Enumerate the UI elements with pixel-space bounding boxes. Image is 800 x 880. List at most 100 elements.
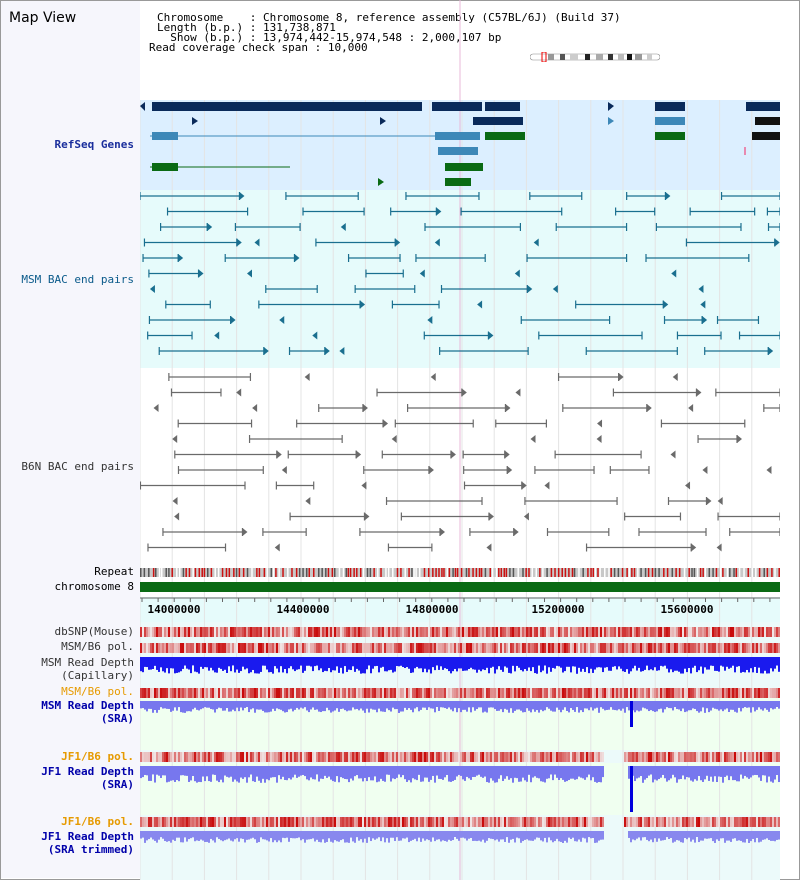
depth-bar — [712, 766, 714, 782]
gene-model[interactable] — [485, 102, 520, 111]
heat-cell — [688, 643, 690, 653]
gene-model[interactable] — [152, 163, 178, 171]
depth-bar — [578, 701, 580, 713]
heat-cell — [596, 643, 598, 653]
heat-cell — [674, 627, 676, 637]
depth-bar — [594, 657, 596, 670]
jf1-b6-pol-track[interactable] — [140, 752, 780, 762]
heat-cell — [312, 752, 314, 762]
track-label-jf1-b6-pol[interactable]: JF1/B6 pol. — [61, 750, 134, 763]
heat-cell — [320, 627, 322, 637]
heat-cell — [292, 752, 294, 762]
genome-track-canvas[interactable]: 14000000 14400000 14800000 15200000 1560… — [140, 0, 780, 880]
heat-cell — [574, 627, 576, 637]
heat-cell — [536, 817, 538, 827]
track-label-msm-b6-pol-sra[interactable]: MSM/B6 pol. — [61, 685, 134, 698]
gene-model[interactable] — [435, 132, 480, 140]
gene-model[interactable] — [746, 102, 780, 111]
heat-cell — [602, 817, 604, 827]
heat-cell — [334, 627, 336, 637]
depth-bar — [362, 657, 364, 674]
heat-cell — [452, 643, 454, 653]
gene-model[interactable] — [445, 163, 483, 171]
msm-b6-pol-track[interactable] — [140, 643, 780, 653]
depth-bar — [206, 657, 208, 668]
chromosome-bar[interactable] — [140, 582, 780, 592]
repeat-track[interactable] — [140, 568, 780, 577]
depth-bar — [260, 701, 262, 710]
heat-cell — [516, 627, 518, 637]
gene-model[interactable] — [655, 102, 685, 111]
heat-cell — [256, 627, 258, 637]
depth-bar — [360, 657, 362, 674]
heat-cell — [492, 817, 494, 827]
gene-model[interactable] — [152, 102, 422, 111]
gene-model[interactable] — [655, 132, 685, 140]
refseq-genes-track[interactable] — [140, 102, 780, 186]
depth-bar — [414, 701, 416, 709]
track-label-repeat[interactable]: Repeat — [94, 565, 134, 578]
track-label-msm-bac[interactable]: MSM BAC end pairs — [21, 273, 134, 286]
heat-cell — [488, 752, 490, 762]
msm-sra-depth-track[interactable] — [140, 701, 780, 727]
depth-bar — [708, 831, 710, 839]
depth-bar — [644, 701, 646, 709]
gene-model[interactable] — [752, 132, 780, 140]
heat-cell — [178, 688, 180, 698]
depth-bar — [382, 701, 384, 712]
gene-model[interactable] — [485, 132, 525, 140]
track-label-jf1-depth-trimmed[interactable]: JF1 Read Depth — [41, 830, 134, 843]
heat-cell — [198, 688, 200, 698]
heat-cell — [184, 817, 186, 827]
track-label-dbsnp[interactable]: dbSNP(Mouse) — [54, 625, 134, 638]
msm-b6-pol-sra-track[interactable] — [140, 688, 780, 698]
heat-cell — [200, 627, 202, 637]
jf1-sra-depth-track[interactable] — [140, 766, 780, 812]
track-label-b6n-bac[interactable]: B6N BAC end pairs — [21, 460, 134, 473]
depth-bar — [282, 831, 284, 838]
chromosome-ideogram[interactable] — [530, 52, 660, 62]
depth-bar — [448, 657, 450, 672]
jf1-trimmed-depth-track[interactable] — [140, 831, 780, 843]
repeat-element — [743, 568, 745, 577]
track-label-msm-b6-pol[interactable]: MSM/B6 pol. — [61, 640, 134, 653]
gene-model[interactable] — [445, 178, 471, 186]
msm-bac-end-pairs-track[interactable] — [140, 192, 780, 355]
track-label-msm-depth-sra[interactable]: MSM Read Depth — [41, 699, 134, 712]
gene-model[interactable] — [473, 117, 523, 125]
heat-cell — [290, 752, 292, 762]
msm-capillary-depth-track[interactable] — [140, 657, 780, 674]
depth-bar — [740, 657, 742, 673]
gene-model[interactable] — [744, 147, 746, 155]
bac-end-arrow-icon — [488, 512, 494, 521]
repeat-element — [699, 568, 702, 577]
heat-cell — [316, 688, 318, 698]
depth-bar — [174, 657, 176, 674]
heat-cell — [406, 752, 408, 762]
heat-cell — [566, 752, 568, 762]
gene-model[interactable] — [432, 102, 482, 111]
gene-model[interactable] — [655, 117, 685, 125]
gene-model[interactable] — [438, 147, 478, 155]
jf1-b6-pol-trimmed-track[interactable] — [140, 817, 780, 827]
depth-bar — [508, 831, 510, 843]
heat-cell — [750, 688, 752, 698]
depth-bar — [488, 831, 490, 839]
track-label-jf1-b6-pol-trimmed[interactable]: JF1/B6 pol. — [61, 815, 134, 828]
track-label-refseq[interactable]: RefSeq Genes — [54, 138, 134, 151]
depth-bar — [560, 831, 562, 842]
b6n-bac-end-pairs-track[interactable] — [140, 373, 780, 552]
heat-cell — [662, 688, 664, 698]
track-label-jf1-depth-sra[interactable]: JF1 Read Depth — [41, 765, 134, 778]
heat-cell — [198, 817, 200, 827]
heat-cell — [762, 752, 764, 762]
track-label-msm-depth-capillary[interactable]: MSM Read Depth — [41, 656, 134, 669]
gene-model[interactable] — [755, 117, 780, 125]
depth-bar — [552, 766, 554, 781]
heat-cell — [520, 752, 522, 762]
depth-bar — [470, 701, 472, 713]
depth-bar — [290, 766, 292, 780]
dbsnp-track[interactable] — [140, 627, 780, 637]
gene-model[interactable] — [152, 132, 178, 140]
heat-cell — [352, 643, 354, 653]
